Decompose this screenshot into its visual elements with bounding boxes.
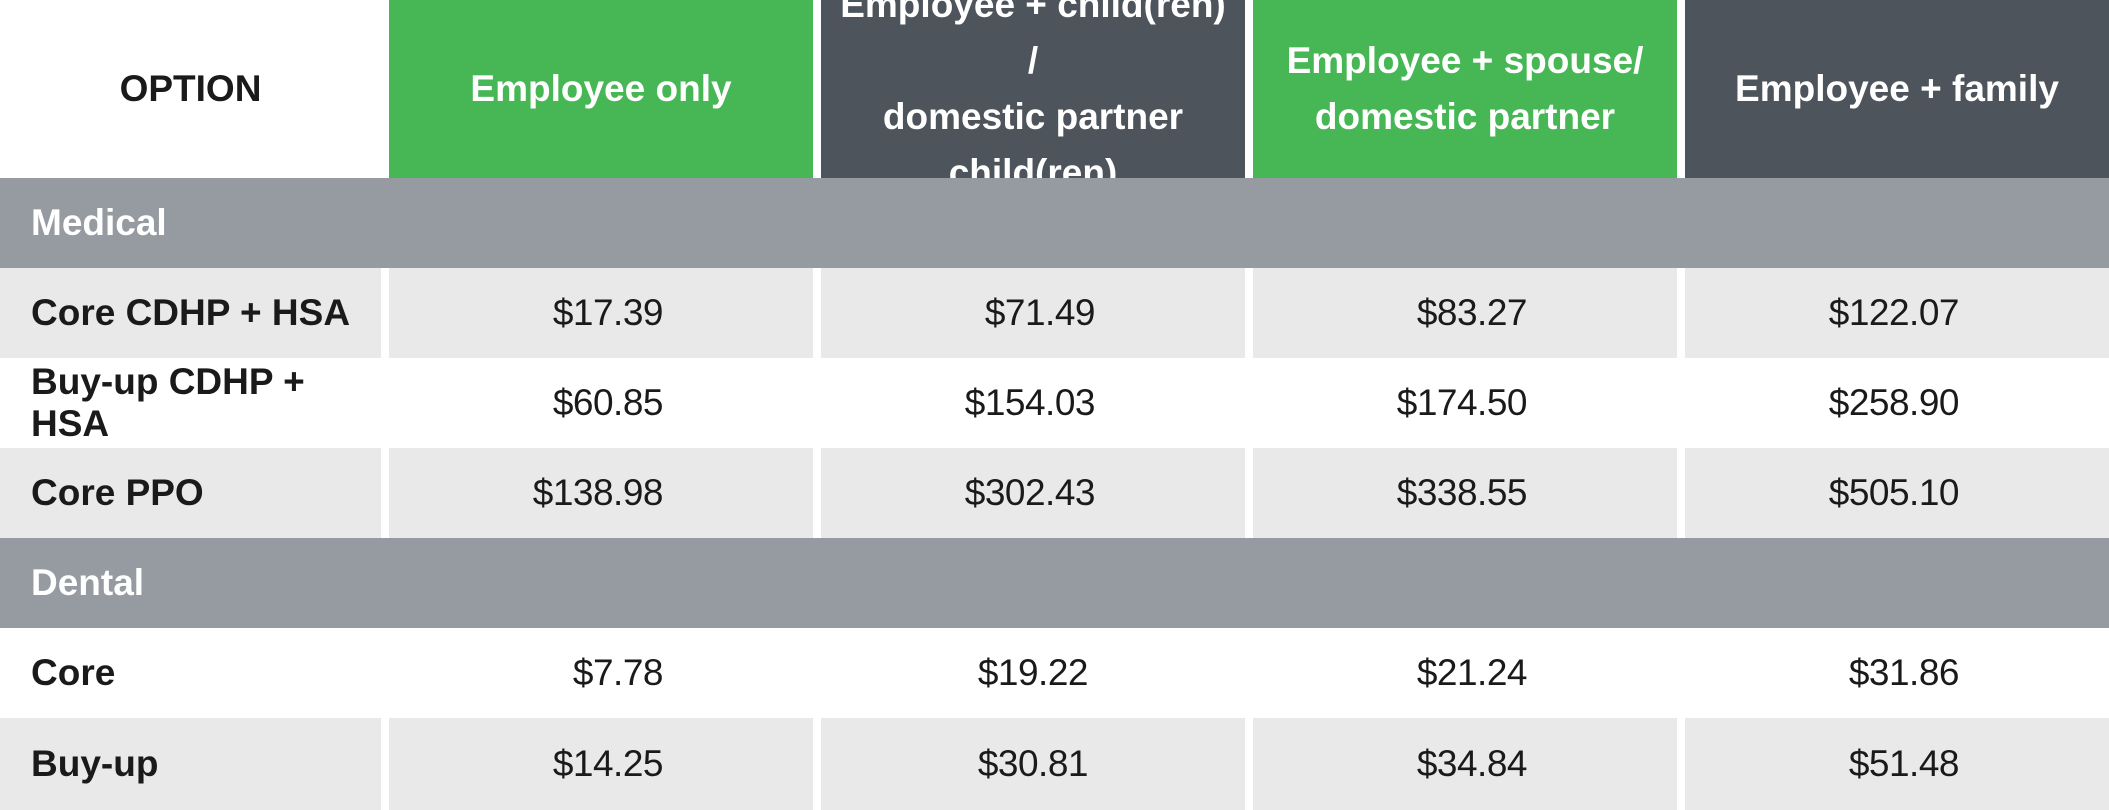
price-cell: $122.07 xyxy=(1685,268,2109,358)
column-header-employee-family: Employee + family xyxy=(1685,0,2109,178)
row-label-text: Buy-up xyxy=(31,743,159,784)
row-label-text: Core CDHP + HSA xyxy=(31,292,351,333)
price-cell: $17.39 xyxy=(389,268,813,358)
price-value: $122.07 xyxy=(1828,292,1960,333)
column-header-line: domestic partner xyxy=(1314,96,1616,137)
column-header-line: Employee + child(ren) / xyxy=(840,0,1226,81)
row-label: Core xyxy=(0,628,381,718)
section-header-medical: Medical xyxy=(0,178,2109,268)
column-divider xyxy=(1245,718,1253,810)
price-value: $21.24 xyxy=(1416,652,1528,693)
price-value: $154.03 xyxy=(964,382,1096,423)
option-header-label: OPTION xyxy=(119,68,262,109)
column-divider xyxy=(1677,718,1685,810)
price-value: $338.55 xyxy=(1396,472,1528,513)
column-divider xyxy=(381,358,389,448)
price-value: $505.10 xyxy=(1828,472,1960,513)
price-cell: $258.90 xyxy=(1685,358,2109,448)
column-header-line: Employee + family xyxy=(1735,68,2059,109)
column-header-line: Employee only xyxy=(470,68,732,109)
column-divider xyxy=(1677,448,1685,538)
column-divider xyxy=(1245,628,1253,718)
price-value: $302.43 xyxy=(964,472,1096,513)
price-cell: $30.81 xyxy=(821,718,1245,810)
price-value: $51.48 xyxy=(1848,743,1960,784)
column-divider xyxy=(381,0,389,178)
column-header-employee-only: Employee only xyxy=(389,0,813,178)
price-value: $31.86 xyxy=(1848,652,1960,693)
price-cell: $154.03 xyxy=(821,358,1245,448)
column-divider xyxy=(813,448,821,538)
row-label: Core PPO xyxy=(0,448,381,538)
row-label: Buy-up xyxy=(0,718,381,810)
column-header-text: Employee + family xyxy=(1735,61,2059,117)
row-label: Core CDHP + HSA xyxy=(0,268,381,358)
column-header-employee-children: Employee + child(ren) / domestic partner… xyxy=(821,0,1245,193)
column-divider xyxy=(1677,628,1685,718)
column-divider xyxy=(1245,358,1253,448)
column-divider xyxy=(1677,268,1685,358)
column-header-text: Employee only xyxy=(470,61,731,117)
price-value: $258.90 xyxy=(1828,382,1960,423)
column-divider xyxy=(813,268,821,358)
price-cell: $31.86 xyxy=(1685,628,2109,718)
price-cell: $21.24 xyxy=(1253,628,1677,718)
column-divider xyxy=(813,718,821,810)
price-cell: $338.55 xyxy=(1253,448,1677,538)
row-label-text: Buy-up CDHP + HSA xyxy=(31,361,305,444)
section-header-dental: Dental xyxy=(0,538,2109,628)
price-cell: $7.78 xyxy=(389,628,813,718)
column-divider xyxy=(813,0,821,178)
row-label: Buy-up CDHP + HSA xyxy=(0,358,381,448)
column-divider xyxy=(1677,358,1685,448)
price-cell: $19.22 xyxy=(821,628,1245,718)
row-label-text: Core xyxy=(31,652,116,693)
price-value: $138.98 xyxy=(532,472,664,513)
price-value: $7.78 xyxy=(572,652,664,693)
price-value: $30.81 xyxy=(977,743,1089,784)
column-header-line: Employee + spouse/ xyxy=(1286,40,1644,81)
price-cell: $71.49 xyxy=(821,268,1245,358)
column-header-text: Employee + spouse/ domestic partner xyxy=(1287,33,1644,145)
column-divider xyxy=(381,448,389,538)
price-value: $83.27 xyxy=(1416,292,1528,333)
price-value: $17.39 xyxy=(552,292,664,333)
price-cell: $505.10 xyxy=(1685,448,2109,538)
price-value: $71.49 xyxy=(984,292,1096,333)
column-divider xyxy=(381,718,389,810)
column-header-line: domestic partner xyxy=(882,96,1184,137)
price-value: $19.22 xyxy=(977,652,1089,693)
price-cell: $51.48 xyxy=(1685,718,2109,810)
column-divider xyxy=(1245,0,1253,178)
column-divider xyxy=(1245,448,1253,538)
price-value: $14.25 xyxy=(552,743,664,784)
column-header-text: Employee + child(ren) / domestic partner… xyxy=(831,0,1235,201)
column-divider xyxy=(381,268,389,358)
column-divider xyxy=(813,628,821,718)
price-value: $34.84 xyxy=(1416,743,1528,784)
price-cell: $34.84 xyxy=(1253,718,1677,810)
column-divider xyxy=(381,628,389,718)
price-value: $174.50 xyxy=(1396,382,1528,423)
column-header-employee-spouse: Employee + spouse/ domestic partner xyxy=(1253,0,1677,178)
price-cell: $83.27 xyxy=(1253,268,1677,358)
price-value: $60.85 xyxy=(552,382,664,423)
price-cell: $14.25 xyxy=(389,718,813,810)
row-label-text: Core PPO xyxy=(31,472,204,513)
column-divider xyxy=(1677,0,1685,178)
column-divider xyxy=(813,358,821,448)
section-title: Medical xyxy=(31,202,167,243)
price-cell: $60.85 xyxy=(389,358,813,448)
section-title: Dental xyxy=(31,562,145,603)
column-divider xyxy=(1245,268,1253,358)
price-cell: $302.43 xyxy=(821,448,1245,538)
price-cell: $138.98 xyxy=(389,448,813,538)
option-header: OPTION xyxy=(0,0,381,178)
price-cell: $174.50 xyxy=(1253,358,1677,448)
